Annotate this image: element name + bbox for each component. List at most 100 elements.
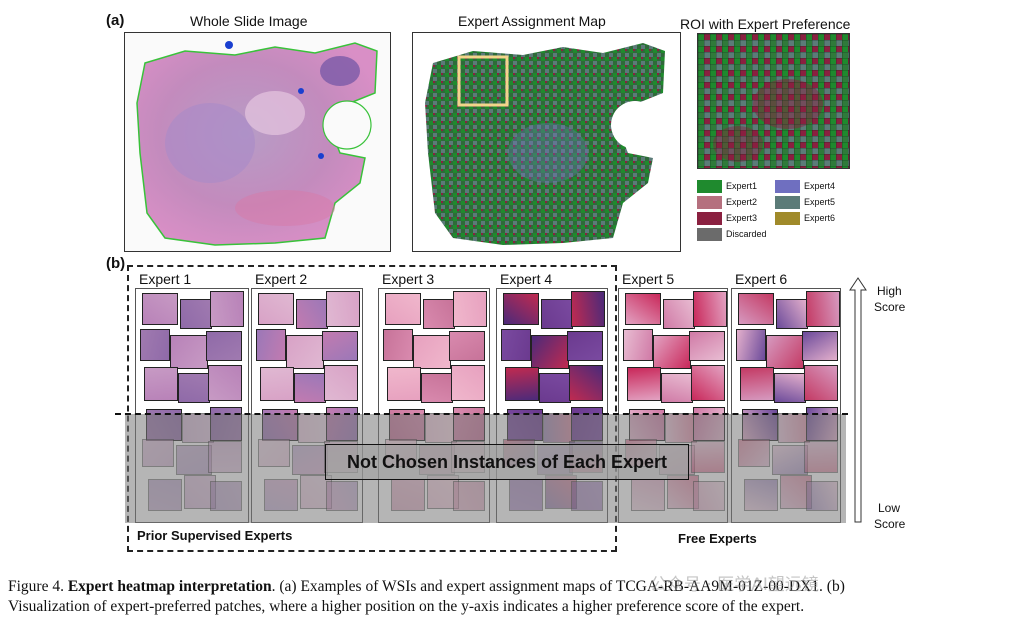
tissue-patch: [693, 291, 727, 327]
roi-grid: [698, 34, 849, 168]
legend-label-expert5: Expert5: [804, 197, 836, 207]
tissue-patch: [286, 335, 324, 369]
caption-line-2: Visualization of expert-preferred patche…: [8, 598, 805, 615]
whole-slide-image: [124, 32, 391, 252]
tissue-patch: [256, 329, 286, 361]
tissue-patch: [776, 299, 808, 329]
tissue-patch: [413, 335, 451, 369]
panel-b-label: (b): [106, 255, 126, 272]
legend-label-expert4: Expert4: [804, 181, 836, 191]
tissue-patch: [691, 365, 725, 401]
tissue-patch: [142, 293, 178, 325]
tissue-patch: [324, 365, 358, 401]
tissue-patch: [144, 367, 178, 401]
tissue-patch: [206, 331, 242, 361]
prior-experts-label: Prior Supervised Experts: [137, 528, 293, 543]
tissue-patch: [689, 331, 725, 361]
expert-label-5: Expert 5: [622, 271, 675, 287]
legend-swatch-expert4: [775, 180, 800, 193]
expert-label-2: Expert 2: [255, 271, 308, 287]
wsi-title: Whole Slide Image: [190, 13, 308, 29]
roi-title: ROI with Expert Preference: [680, 16, 851, 32]
tissue-patch: [385, 293, 421, 325]
tissue-patch: [541, 299, 573, 329]
tissue-patch: [258, 293, 294, 325]
axis-low-2: Score: [874, 517, 906, 531]
panel-a-label: (a): [106, 12, 125, 29]
score-arrow: [849, 277, 867, 523]
tissue-patch: [294, 373, 326, 403]
tissue-patch: [738, 293, 774, 325]
tissue-patch: [505, 367, 539, 401]
caption-fig-label: Figure 4.: [8, 578, 64, 595]
free-experts-label: Free Experts: [678, 531, 757, 546]
not-chosen-banner-text: Not Chosen Instances of Each Expert: [346, 451, 668, 472]
axis-low-1: Low: [878, 501, 901, 515]
legend: Expert1 Expert4 Expert2 Expert5 Expert3 …: [697, 180, 857, 250]
tissue-patch: [539, 373, 571, 403]
threshold-line: [115, 413, 848, 415]
legend-label-expert1: Expert1: [726, 181, 758, 191]
wsi-tissue: [136, 41, 378, 246]
tissue-patch: [623, 329, 653, 361]
legend-swatch-discarded: [697, 228, 722, 241]
tissue-patch: [423, 299, 455, 329]
tissue-patch: [774, 373, 806, 403]
tissue-patch: [625, 293, 661, 325]
tissue-patch: [383, 329, 413, 361]
assignment-map-heat: [425, 43, 665, 245]
tissue-patch: [453, 291, 487, 327]
expert-assignment-map: [412, 32, 681, 252]
expert-label-1: Expert 1: [139, 271, 192, 287]
tissue-patch: [326, 291, 360, 327]
prior-experts-dashed-box: [127, 265, 617, 552]
axis-high-1: High: [877, 284, 902, 298]
axis-high-2: Score: [874, 300, 906, 314]
legend-swatch-expert2: [697, 196, 722, 209]
legend-swatch-expert5: [775, 196, 800, 209]
tissue-patch: [296, 299, 328, 329]
tissue-patch: [180, 299, 212, 329]
tissue-patch: [736, 329, 766, 361]
tissue-patch: [421, 373, 453, 403]
tissue-patch: [569, 365, 603, 401]
roi-expert-preference: [697, 33, 850, 169]
tissue-patch: [387, 367, 421, 401]
tissue-patch: [663, 299, 695, 329]
tissue-patch: [567, 331, 603, 361]
caption-bold-title: Expert heatmap interpretation: [67, 578, 272, 595]
tissue-patch: [322, 331, 358, 361]
tissue-patch: [170, 335, 208, 369]
tissue-patch: [501, 329, 531, 361]
legend-label-expert3: Expert3: [726, 213, 758, 223]
watermark: 公众号 · 医学AI望远镜: [650, 575, 819, 595]
expert-label-3: Expert 3: [382, 271, 435, 287]
tissue-patch: [449, 331, 485, 361]
tissue-patch: [571, 291, 605, 327]
tissue-patch: [140, 329, 170, 361]
tissue-patch: [766, 335, 804, 369]
tissue-patch: [802, 331, 838, 361]
roi-highlight-box: [457, 55, 509, 107]
legend-label-discarded: Discarded: [726, 229, 767, 239]
expert-label-6: Expert 6: [735, 271, 788, 287]
tissue-patch: [806, 291, 840, 327]
tissue-patch: [208, 365, 242, 401]
expert-label-4: Expert 4: [500, 271, 553, 287]
tissue-patch: [627, 367, 661, 401]
tissue-patch: [503, 293, 539, 325]
tissue-patch: [804, 365, 838, 401]
legend-label-expert2: Expert2: [726, 197, 758, 207]
caption-line-1: Figure 4. Expert heatmap interpretation.…: [8, 577, 1008, 597]
legend-swatch-expert6: [775, 212, 800, 225]
assignment-map-title: Expert Assignment Map: [458, 13, 606, 29]
legend-label-expert6: Expert6: [804, 213, 836, 223]
tissue-patch: [740, 367, 774, 401]
legend-swatch-expert1: [697, 180, 722, 193]
not-chosen-banner: Not Chosen Instances of Each Expert: [325, 444, 689, 480]
tissue-patch: [210, 291, 244, 327]
tissue-patch: [661, 373, 693, 403]
tissue-patch: [531, 335, 569, 369]
legend-swatch-expert3: [697, 212, 722, 225]
tissue-patch: [451, 365, 485, 401]
